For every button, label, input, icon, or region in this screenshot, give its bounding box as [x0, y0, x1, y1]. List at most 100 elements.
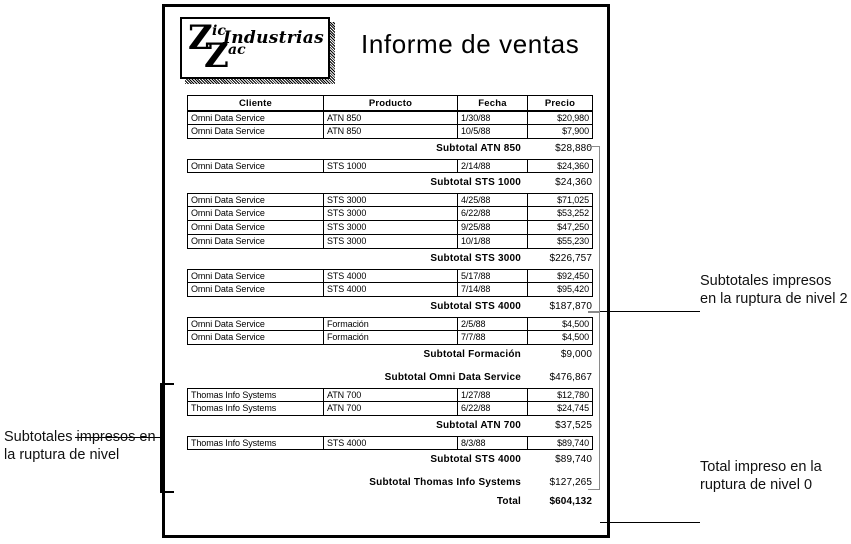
cell-cliente: Omni Data Service — [187, 269, 323, 283]
cell-value: $20,980 — [557, 113, 589, 123]
cell-value: STS 4000 — [327, 271, 367, 281]
logo-text-ic: ic — [212, 23, 226, 39]
subtotal-amount: $28,880 — [555, 143, 592, 154]
logo-company-name: Industrias — [223, 28, 324, 48]
table-row: Omni Data Service ATN 850 1/30/88 $20,980 — [187, 111, 593, 125]
cell-producto: STS 4000 — [323, 283, 457, 297]
cell-fecha: 8/3/88 — [457, 436, 527, 450]
cell-fecha: 4/25/88 — [457, 193, 527, 207]
cell-producto: STS 4000 — [323, 269, 457, 283]
cell-value: 6/22/88 — [461, 403, 491, 413]
cell-cliente: Omni Data Service — [187, 111, 323, 125]
subtotal-label: Subtotal Thomas Info Systems — [369, 477, 521, 488]
subtotal-amount: $24,360 — [555, 177, 592, 188]
subtotal-amount: $226,757 — [549, 253, 592, 264]
cell-value: Thomas Info Systems — [191, 438, 277, 448]
cell-value: STS 4000 — [327, 284, 367, 294]
subtotal-amount: $127,265 — [549, 477, 592, 488]
cell-value: Omni Data Service — [191, 236, 265, 246]
cell-producto: STS 3000 — [323, 207, 457, 221]
cell-precio: $55,230 — [527, 235, 593, 249]
cell-fecha: 7/14/88 — [457, 283, 527, 297]
cell-fecha: 1/27/88 — [457, 388, 527, 402]
logo-letter-z-upper: Z — [188, 18, 213, 58]
subtotal-label: Subtotal STS 3000 — [430, 253, 521, 264]
annotation-level1-subtotals: Subtotales impresos en la ruptura de niv… — [4, 429, 156, 463]
company-logo: Z ic Z ac Industrias — [180, 17, 330, 79]
cell-value: STS 3000 — [327, 208, 367, 218]
cell-value: 6/22/88 — [461, 208, 491, 218]
cell-value: 1/27/88 — [461, 390, 491, 400]
table-row: Omni Data Service STS 3000 10/1/88 $55,230 — [187, 235, 593, 249]
cell-value: 10/5/88 — [461, 126, 491, 136]
cell-value: Omni Data Service — [191, 208, 265, 218]
cell-fecha: 9/25/88 — [457, 221, 527, 235]
table-row: Thomas Info Systems STS 4000 8/3/88 $89,740 — [187, 436, 593, 450]
cell-producto: STS 4000 — [323, 436, 457, 450]
cell-fecha: 5/17/88 — [457, 269, 527, 283]
cell-value: ATN 850 — [327, 113, 362, 123]
cell-value: Thomas Info Systems — [191, 403, 277, 413]
cell-value: STS 3000 — [327, 236, 367, 246]
cell-producto: STS 3000 — [323, 221, 457, 235]
cell-value: 5/17/88 — [461, 271, 491, 281]
subtotal-label: Subtotal Omni Data Service — [384, 372, 521, 383]
cell-precio: $92,450 — [527, 269, 593, 283]
cell-value: 2/14/88 — [461, 161, 491, 171]
cell-value: ATN 700 — [327, 403, 362, 413]
cell-producto: ATN 700 — [323, 402, 457, 416]
subtotal-amount: $187,870 — [549, 301, 592, 312]
table-row: Omni Data Service ATN 850 10/5/88 $7,900 — [187, 125, 593, 139]
sales-table: Cliente Producto Fecha Precio Omni Data Serv… — [187, 95, 593, 511]
cell-value: $55,230 — [557, 236, 589, 246]
annotation-level2-subtotals: Subtotales impresos en la ruptura de niv… — [700, 273, 848, 307]
report-page: Z ic Z ac Industrias Informe de ventas C… — [162, 4, 610, 538]
cell-producto: Formación — [323, 317, 457, 331]
cell-producto: Formación — [323, 331, 457, 345]
cell-precio: $95,420 — [527, 283, 593, 297]
cell-value: STS 1000 — [327, 161, 367, 171]
cell-precio: $89,740 — [527, 436, 593, 450]
subtotal-row: Subtotal Thomas Info Systems $127,265 — [187, 473, 593, 492]
cell-value: 9/25/88 — [461, 222, 491, 232]
cell-producto: STS 3000 — [323, 235, 457, 249]
subtotal-row: Subtotal STS 4000 $89,740 — [187, 450, 593, 469]
cell-producto: ATN 850 — [323, 111, 457, 125]
leader-line-level0 — [600, 522, 700, 523]
cell-value: 8/3/88 — [461, 438, 486, 448]
subtotal-row: Subtotal Omni Data Service $476,867 — [187, 368, 593, 387]
subtotal-row: Total $604,132 — [187, 492, 593, 511]
cell-value: $95,420 — [557, 284, 589, 294]
subtotal-label: Subtotal STS 1000 — [430, 177, 521, 188]
cell-value: Thomas Info Systems — [191, 390, 277, 400]
cell-value: Omni Data Service — [191, 271, 265, 281]
cell-producto: STS 3000 — [323, 193, 457, 207]
bracket-level2-lower — [588, 312, 600, 490]
cell-value: $47,250 — [557, 222, 589, 232]
leader-line-level2 — [600, 311, 700, 312]
table-row: Thomas Info Systems ATN 700 6/22/88 $24,745 — [187, 402, 593, 416]
bracket-level1-group — [160, 383, 174, 493]
cell-value: Omni Data Service — [191, 319, 265, 329]
cell-precio: $4,500 — [527, 331, 593, 345]
subtotal-row: Subtotal STS 3000 $226,757 — [187, 249, 593, 268]
cell-precio: $53,252 — [527, 207, 593, 221]
cell-value: ATN 700 — [327, 390, 362, 400]
subtotal-amount: $604,132 — [549, 496, 592, 507]
cell-value: 10/1/88 — [461, 236, 491, 246]
cell-value: Formación — [327, 332, 369, 342]
cell-precio: $7,900 — [527, 125, 593, 139]
cell-precio: $71,025 — [527, 193, 593, 207]
cell-precio: $12,780 — [527, 388, 593, 402]
subtotal-label: Total — [496, 496, 521, 507]
cell-value: Omni Data Service — [191, 113, 265, 123]
cell-value: Omni Data Service — [191, 126, 265, 136]
cell-cliente: Thomas Info Systems — [187, 436, 323, 450]
cell-value: $71,025 — [557, 195, 589, 205]
subtotal-row: Subtotal ATN 850 $28,880 — [187, 139, 593, 158]
subtotal-label: Subtotal STS 4000 — [430, 454, 521, 465]
cell-value: 1/30/88 — [461, 113, 491, 123]
cell-cliente: Omni Data Service — [187, 193, 323, 207]
table-row: Omni Data Service STS 4000 7/14/88 $95,420 — [187, 283, 593, 297]
column-header-cliente: Cliente — [187, 95, 323, 111]
